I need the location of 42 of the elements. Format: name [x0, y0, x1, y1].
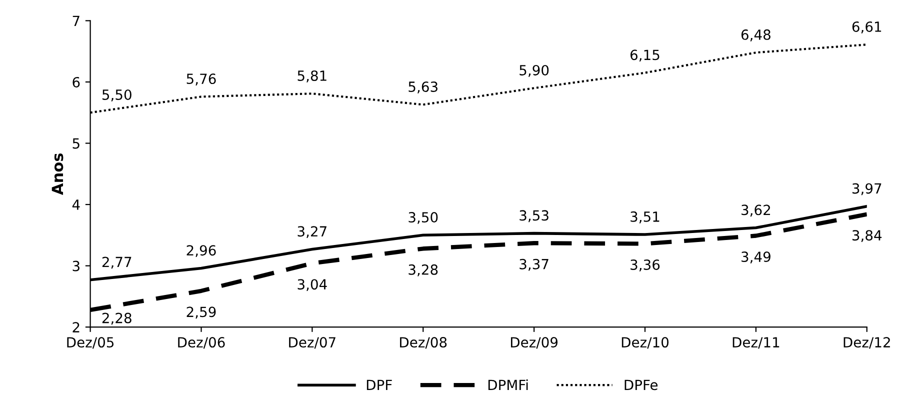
data-label: 3,84 — [852, 230, 882, 242]
data-label: 2,28 — [102, 312, 132, 325]
data-label: 3,62 — [742, 204, 770, 217]
data-label: 3,04 — [298, 279, 327, 292]
data-label: 6,15 — [630, 50, 660, 62]
x-tick-label: Dez/07 — [289, 337, 336, 349]
data-label: 2,59 — [186, 306, 216, 319]
data-label: 3,49 — [742, 252, 770, 264]
data-label: 3,51 — [630, 211, 660, 224]
data-label: 5,50 — [102, 89, 132, 102]
x-tick-label: Dez/12 — [844, 337, 890, 349]
y-tick-label: 6 — [72, 76, 80, 88]
y-tick-label: 5 — [72, 138, 80, 149]
data-label: 3,50 — [408, 212, 438, 224]
data-label: 3,36 — [630, 259, 660, 272]
x-tick-label: Dez/05 — [67, 337, 114, 349]
data-label: 5,81 — [298, 70, 326, 82]
data-label: 3,27 — [298, 226, 326, 238]
x-tick-label: Dez/09 — [510, 337, 558, 349]
x-tick-label: Dez/11 — [732, 337, 780, 349]
y-tick-label: 4 — [72, 200, 80, 210]
x-tick-label: Dez/10 — [622, 337, 669, 349]
legend-label: DPF — [366, 380, 392, 390]
data-label: 6,48 — [741, 29, 770, 42]
y-tick-label: 7 — [72, 16, 80, 26]
y-tick-label: 3 — [72, 260, 80, 272]
data-label: 2,96 — [186, 245, 216, 258]
data-label: 3,28 — [408, 264, 438, 276]
data-label: 6,61 — [852, 21, 882, 34]
data-label: 2,77 — [102, 256, 132, 269]
data-label: 5,76 — [186, 74, 216, 86]
x-tick-label: Dez/06 — [178, 337, 225, 349]
legend-label: DPFe — [624, 380, 658, 390]
x-tick-label: Dez/08 — [400, 337, 447, 349]
data-label: 5,90 — [520, 64, 549, 77]
legend-label: DPMFi — [488, 379, 528, 390]
data-label: 3,37 — [520, 258, 548, 271]
y-axis-title: Anos — [52, 153, 64, 195]
y-tick-label: 2 — [72, 322, 80, 332]
data-label: 3,97 — [852, 183, 882, 196]
data-label: 3,53 — [520, 210, 548, 222]
data-label: 5,63 — [408, 82, 438, 94]
